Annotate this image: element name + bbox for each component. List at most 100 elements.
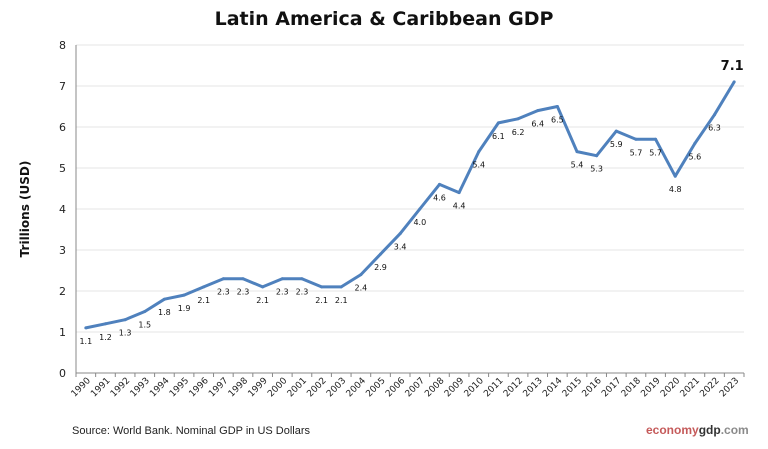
y-tick-label: 2	[59, 285, 66, 298]
data-point	[84, 326, 88, 330]
data-label: 6.4	[531, 120, 544, 129]
data-point	[536, 109, 540, 113]
data-labels: 1.1 1.2 1.3 1.5 1.8 1.9 2.1 2.3 2.3 2.1 2.3 2.3 2.1 2…	[79, 59, 743, 346]
data-label: 4.8	[669, 185, 682, 194]
x-tick-label: 1999	[247, 376, 270, 399]
data-point	[339, 285, 343, 289]
data-label: 2.4	[355, 284, 368, 293]
data-label: 5.6	[689, 152, 702, 161]
data-point	[221, 277, 225, 281]
y-tick-label: 3	[59, 244, 66, 257]
data-point	[280, 277, 284, 281]
chart-title: Latin America & Caribbean GDP	[214, 8, 554, 30]
data-label: 5.4	[571, 161, 584, 170]
data-label: 2.3	[296, 288, 309, 297]
data-point	[418, 207, 422, 211]
x-tick-label: 2014	[541, 376, 564, 399]
data-point	[359, 273, 363, 277]
data-point	[516, 117, 520, 121]
data-label: 5.4	[472, 161, 485, 170]
data-label: 1.1	[79, 337, 92, 346]
y-tick-label: 0	[59, 367, 66, 380]
data-label: 2.9	[374, 263, 387, 272]
data-label: 4.4	[453, 202, 466, 211]
data-label: 5.7	[649, 148, 662, 157]
data-label: 2.1	[335, 296, 348, 305]
x-tick-label: 2001	[286, 376, 309, 399]
data-label: 1.9	[178, 304, 191, 313]
x-tick-label: 2021	[679, 376, 702, 399]
x-tick-label: 2013	[522, 376, 545, 399]
y-tick-label: 6	[59, 121, 66, 134]
data-point	[379, 252, 383, 256]
x-tick-label: 2005	[364, 376, 387, 399]
data-point	[103, 322, 107, 326]
x-tick-label: 2003	[325, 376, 348, 399]
y-tick-label: 7	[59, 80, 66, 93]
data-point	[555, 105, 559, 108]
source-note: Source: World Bank. Nominal GDP in US Do…	[72, 425, 311, 437]
x-tick-label: 2010	[463, 376, 486, 399]
data-point	[477, 150, 481, 154]
x-tick-label: 1993	[129, 376, 152, 399]
gridlines	[76, 44, 744, 333]
x-tick-label: 2012	[502, 376, 525, 399]
data-label: 1.8	[158, 308, 171, 317]
data-point	[496, 121, 500, 125]
x-tick-label: 2016	[581, 376, 604, 399]
x-tick-label: 2017	[600, 376, 623, 399]
data-label: 2.3	[276, 288, 289, 297]
y-tick-label: 8	[59, 39, 66, 52]
data-label: 2.3	[237, 288, 250, 297]
x-tick-label: 1995	[168, 376, 191, 399]
x-tick-label: 1997	[207, 376, 230, 399]
data-label: 6.3	[708, 124, 721, 133]
x-tick-label: 1990	[70, 376, 93, 399]
x-tick-label: 2018	[620, 376, 643, 399]
x-tick-label: 1998	[227, 376, 250, 399]
data-point	[614, 129, 618, 133]
x-tick-label: 2006	[384, 376, 407, 399]
data-label: 4.6	[433, 193, 446, 202]
x-tick-label: 2020	[659, 376, 682, 399]
x-tick-label: 1994	[148, 376, 171, 399]
data-label: 2.1	[315, 296, 328, 305]
x-tick-label: 2022	[698, 376, 721, 399]
x-tick-label: 2011	[482, 376, 505, 399]
data-point	[320, 285, 324, 289]
brand-logo: economygdp.com	[646, 423, 749, 437]
brand-part: .com	[720, 423, 749, 437]
y-tick-label: 1	[59, 326, 66, 339]
data-point	[654, 137, 658, 141]
data-point	[673, 174, 677, 178]
data-point	[123, 318, 127, 322]
brand-part: gdp	[698, 423, 721, 437]
data-label: 6.1	[492, 132, 505, 141]
y-axis-label: Trillions (USD)	[18, 161, 32, 258]
x-tick-label: 1996	[188, 376, 211, 399]
x-tick-label: 2008	[423, 376, 446, 399]
data-point	[457, 191, 461, 195]
y-tick-label: 4	[59, 203, 66, 216]
x-tick-label: 2015	[561, 376, 584, 399]
x-tick-label: 2007	[404, 376, 427, 399]
data-label: 5.3	[590, 165, 603, 174]
data-label: 4.0	[413, 218, 426, 227]
brand-part: economy	[646, 423, 699, 437]
data-label: 2.3	[217, 288, 230, 297]
data-label: 5.9	[610, 140, 623, 149]
y-tick-label: 5	[59, 162, 66, 175]
data-point	[398, 232, 402, 236]
data-point	[732, 80, 736, 84]
y-axis-ticks: 0 1 2 3 4 5 6 7 8	[59, 39, 66, 380]
data-point	[162, 297, 166, 301]
data-point	[261, 285, 265, 289]
data-point	[575, 150, 579, 154]
data-label: 5.7	[630, 148, 643, 157]
data-label: 6.5	[551, 116, 564, 125]
x-tick-label: 2023	[718, 376, 741, 399]
x-axis-ticks: 1990199119921993199419951996199719981999…	[70, 373, 745, 399]
data-label: 3.4	[394, 243, 407, 252]
x-tick-label: 1992	[109, 376, 132, 399]
